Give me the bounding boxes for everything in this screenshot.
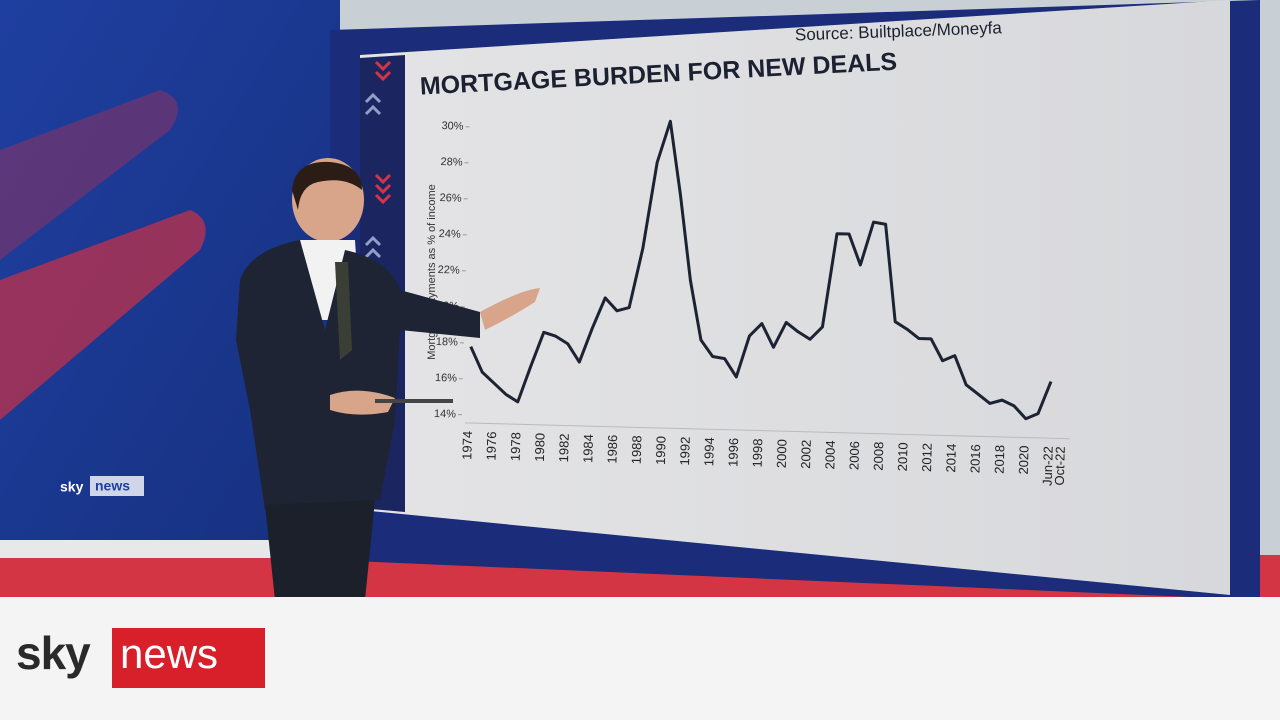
logo-box: [112, 628, 265, 688]
x-tick-label: 1986: [604, 435, 620, 464]
x-axis: [464, 422, 1070, 440]
x-tick-label: 1974: [459, 431, 475, 460]
screen-board: [360, 0, 1230, 595]
y-tick-label: 22%: [438, 264, 461, 277]
x-tick-label: 2012: [919, 443, 935, 472]
y-tick-label: 30%: [441, 120, 464, 133]
y-tick-label: 18%: [436, 336, 459, 349]
logo-news: news: [120, 630, 218, 677]
x-tick-label: Jun-22: [1040, 446, 1056, 486]
x-tick-label: 1988: [629, 435, 645, 464]
chevrons-light: [364, 92, 382, 259]
y-tick-label: 28%: [440, 156, 463, 169]
x-tick-label: 1996: [725, 438, 741, 467]
x-tick-label: 1984: [580, 434, 596, 463]
x-tick-label: 2002: [798, 440, 814, 469]
y-tick-label: 24%: [439, 228, 462, 241]
x-tick-label: 1990: [653, 436, 669, 465]
x-tick-label: 2010: [895, 442, 911, 471]
x-tick-label: 1994: [701, 437, 717, 466]
x-tick-label: 1992: [677, 436, 693, 465]
y-tick-label: 16%: [435, 372, 458, 385]
x-tick-label: 2006: [846, 441, 862, 470]
wall-stripe: [0, 210, 206, 420]
x-tick-label: 1982: [556, 433, 572, 462]
x-tick-label: 1998: [750, 438, 766, 467]
wall-logo-news: news: [95, 478, 130, 494]
y-tick-label: 26%: [439, 192, 462, 205]
wall-logo-box: [90, 476, 144, 496]
x-tick-label: 2008: [871, 442, 887, 471]
logo-sky: sky: [16, 627, 91, 679]
x-tick-label: 2000: [774, 439, 790, 468]
x-tick-label: Oct-22: [1052, 446, 1068, 485]
x-tick-label: 1980: [532, 433, 548, 462]
x-tick-label: 2018: [992, 445, 1008, 474]
plot: 14%16%18%20%22%24%26%28%30%1974197619781…: [434, 119, 1070, 486]
presenter: [236, 158, 540, 600]
wall-stripe: [0, 90, 178, 260]
x-tick-label: 2004: [822, 440, 838, 469]
data-line: [469, 119, 1053, 421]
chart: MORTGAGE BURDEN FOR NEW DEALS Source: Bu…: [419, 18, 1070, 486]
x-tick-label: 2016: [967, 444, 983, 473]
x-tick-label: 1976: [483, 431, 499, 460]
wall-logo-sky: sky: [60, 479, 84, 495]
y-tick-label: 14%: [434, 408, 457, 421]
x-tick-label: 2020: [1016, 445, 1032, 474]
studio-ledge: [0, 540, 340, 558]
x-tick-label: 2014: [943, 443, 959, 472]
x-tick-label: 1978: [508, 432, 524, 461]
